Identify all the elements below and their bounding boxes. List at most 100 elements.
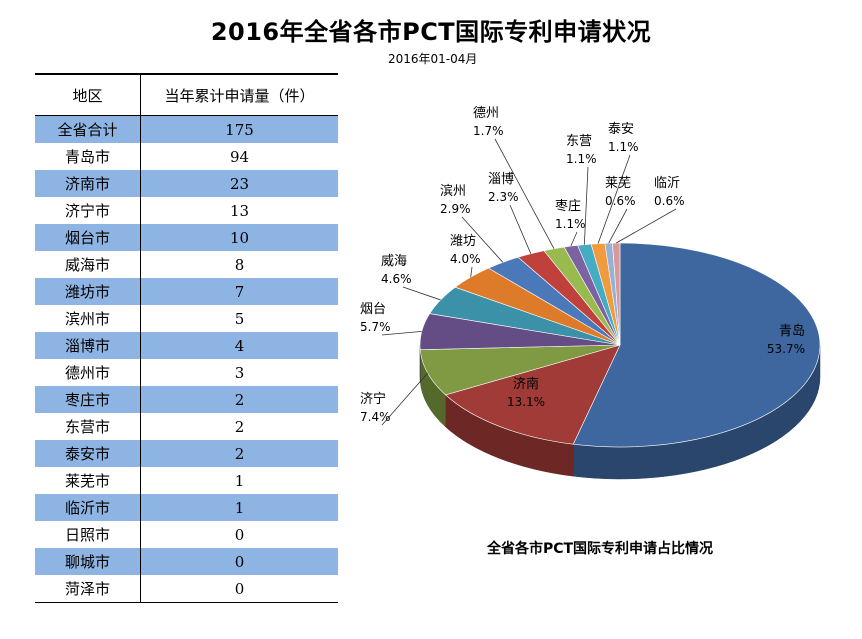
- table-row: 德州市 3: [35, 359, 338, 386]
- slice-label-1: 济南: [513, 376, 539, 392]
- column-header-region: 地区: [35, 73, 141, 116]
- slice-label-9: 枣庄: [555, 198, 581, 214]
- slice-pct-7: 2.3%: [488, 190, 519, 204]
- count-cell: 7: [140, 278, 338, 305]
- pie-slice-1: [444, 344, 621, 445]
- table-row: 临沂市 1: [35, 494, 338, 521]
- slice-pct-5: 4.0%: [450, 252, 481, 266]
- column-header-count: 当年累计申请量（件）: [140, 73, 338, 116]
- count-cell: 2: [140, 440, 338, 467]
- pie-slice-13: [612, 242, 621, 346]
- slice-pct-8: 1.7%: [473, 124, 504, 138]
- leader-line-2: [381, 372, 428, 426]
- region-cell: 威海市: [35, 251, 141, 278]
- region-cell: 济南市: [35, 170, 141, 197]
- slice-label-6: 滨州: [440, 183, 466, 199]
- region-cell: 菏泽市: [35, 575, 141, 603]
- leader-line-9: [570, 231, 578, 247]
- table-row: 淄博市 4: [35, 332, 338, 359]
- table-row: 潍坊市 7: [35, 278, 338, 305]
- region-cell: 淄博市: [35, 332, 141, 359]
- region-cell: 烟台市: [35, 224, 141, 251]
- leader-line-6: [461, 216, 504, 263]
- slice-pct-13: 0.6%: [654, 194, 685, 208]
- region-cell: 临沂市: [35, 494, 141, 521]
- leader-line-13: [616, 208, 677, 244]
- leader-line-4: [402, 286, 441, 301]
- slice-pct-3: 5.7%: [360, 320, 391, 334]
- count-cell: 94: [229, 147, 250, 166]
- count-cell: 175: [140, 115, 338, 143]
- leader-line-3: [381, 331, 422, 336]
- table-row: 烟台市 10: [35, 224, 338, 251]
- table-row: 威海市 8: [35, 251, 338, 278]
- slice-label-11: 泰安: [608, 122, 634, 137]
- slice-pct-10: 1.1%: [566, 152, 597, 166]
- table-row: 青岛市 94: [35, 143, 338, 170]
- region-cell: 莱芜市: [35, 467, 141, 494]
- count-cell: 10: [140, 224, 338, 251]
- region-cell: 东营市: [35, 413, 141, 440]
- table-row: 菏泽市 0: [35, 575, 338, 603]
- slice-pct-0: 53.7%: [767, 342, 805, 356]
- slice-label-2: 济宁: [360, 391, 386, 407]
- count-cell: 0: [140, 548, 338, 575]
- pie-slices: [419, 242, 821, 448]
- slice-pct-4: 4.6%: [381, 272, 412, 286]
- slice-label-3: 烟台: [360, 302, 386, 317]
- table-body: 全省合计 175 青岛市 94 济南市 23 济宁市 13 烟台市 10 威海市 8 潍坊市 7 滨州市 5 淄…: [35, 115, 338, 603]
- region-cell: 滨州市: [35, 305, 141, 332]
- leader-line-8: [494, 138, 555, 249]
- count-cell: 8: [234, 255, 245, 274]
- slice-label-7: 淄博: [488, 172, 514, 187]
- slice-label-5: 潍坊: [450, 234, 476, 249]
- table-row: 泰安市 2: [35, 440, 338, 467]
- chart-title: 全省各市PCT国际专利申请占比情况: [486, 541, 714, 557]
- region-cell: 泰安市: [35, 440, 141, 467]
- table-row: 聊城市 0: [35, 548, 338, 575]
- pie-chart: 青岛 53.7% 济南 13.1% 济宁 7.4% 烟台 5.7% 威海 4.6% 潍坊 4.0% 滨州…: [360, 106, 821, 480]
- table-row: 滨州市 5: [35, 305, 338, 332]
- table-row: 济宁市 13: [35, 197, 338, 224]
- slice-label-10: 东营: [566, 134, 592, 149]
- table-header-row: 地区 当年累计申请量（件）: [35, 73, 338, 116]
- count-cell: 4: [140, 332, 338, 359]
- slice-pct-2: 7.4%: [360, 410, 391, 424]
- count-cell: 1: [140, 494, 338, 521]
- slice-pct-9: 1.1%: [555, 217, 586, 231]
- slice-pct-12: 0.6%: [605, 194, 636, 208]
- region-cell: 青岛市: [35, 143, 141, 170]
- region-cell: 枣庄市: [35, 386, 141, 413]
- count-cell: 13: [229, 201, 250, 220]
- count-cell: 23: [140, 170, 338, 197]
- slice-label-8: 德州: [473, 106, 499, 121]
- period-subtitle: 2016年01-04月: [388, 52, 478, 66]
- slice-label-0: 青岛: [779, 323, 805, 339]
- leader-line-5: [470, 266, 473, 278]
- slice-label-13: 临沂: [654, 176, 680, 191]
- region-cell: 济宁市: [35, 197, 141, 224]
- slice-pct-11: 1.1%: [608, 140, 639, 154]
- slice-label-12: 莱芜: [605, 176, 631, 191]
- count-cell: 2: [140, 386, 338, 413]
- pie-labels: 青岛 53.7% 济南 13.1% 济宁 7.4% 烟台 5.7% 威海 4.6% 潍坊 4.0% 滨州…: [360, 106, 805, 426]
- leader-line-10: [583, 166, 589, 245]
- table-row: 全省合计 175: [35, 115, 338, 143]
- region-cell: 日照市: [35, 521, 141, 548]
- count-cell: 5: [234, 309, 245, 328]
- table-row: 日照市 0: [35, 521, 338, 548]
- count-cell: 1: [234, 471, 245, 490]
- leader-line-7: [509, 204, 532, 254]
- table-row: 莱芜市 1: [35, 467, 338, 494]
- applications-table: 地区 当年累计申请量（件） 全省合计 175 青岛市 94 济南市 23 济宁市 13 烟台市 1…: [35, 73, 338, 603]
- page-title: 2016年全省各市PCT国际专利申请状况: [210, 18, 652, 46]
- slice-label-4: 威海: [381, 254, 407, 269]
- leader-line-12: [608, 208, 628, 244]
- leader-line-11: [597, 154, 631, 244]
- count-cell: 2: [234, 417, 245, 436]
- region-cell: 聊城市: [35, 548, 141, 575]
- table-row: 东营市 2: [35, 413, 338, 440]
- region-cell: 德州市: [35, 359, 141, 386]
- table-row: 济南市 23: [35, 170, 338, 197]
- region-cell: 全省合计: [35, 115, 141, 143]
